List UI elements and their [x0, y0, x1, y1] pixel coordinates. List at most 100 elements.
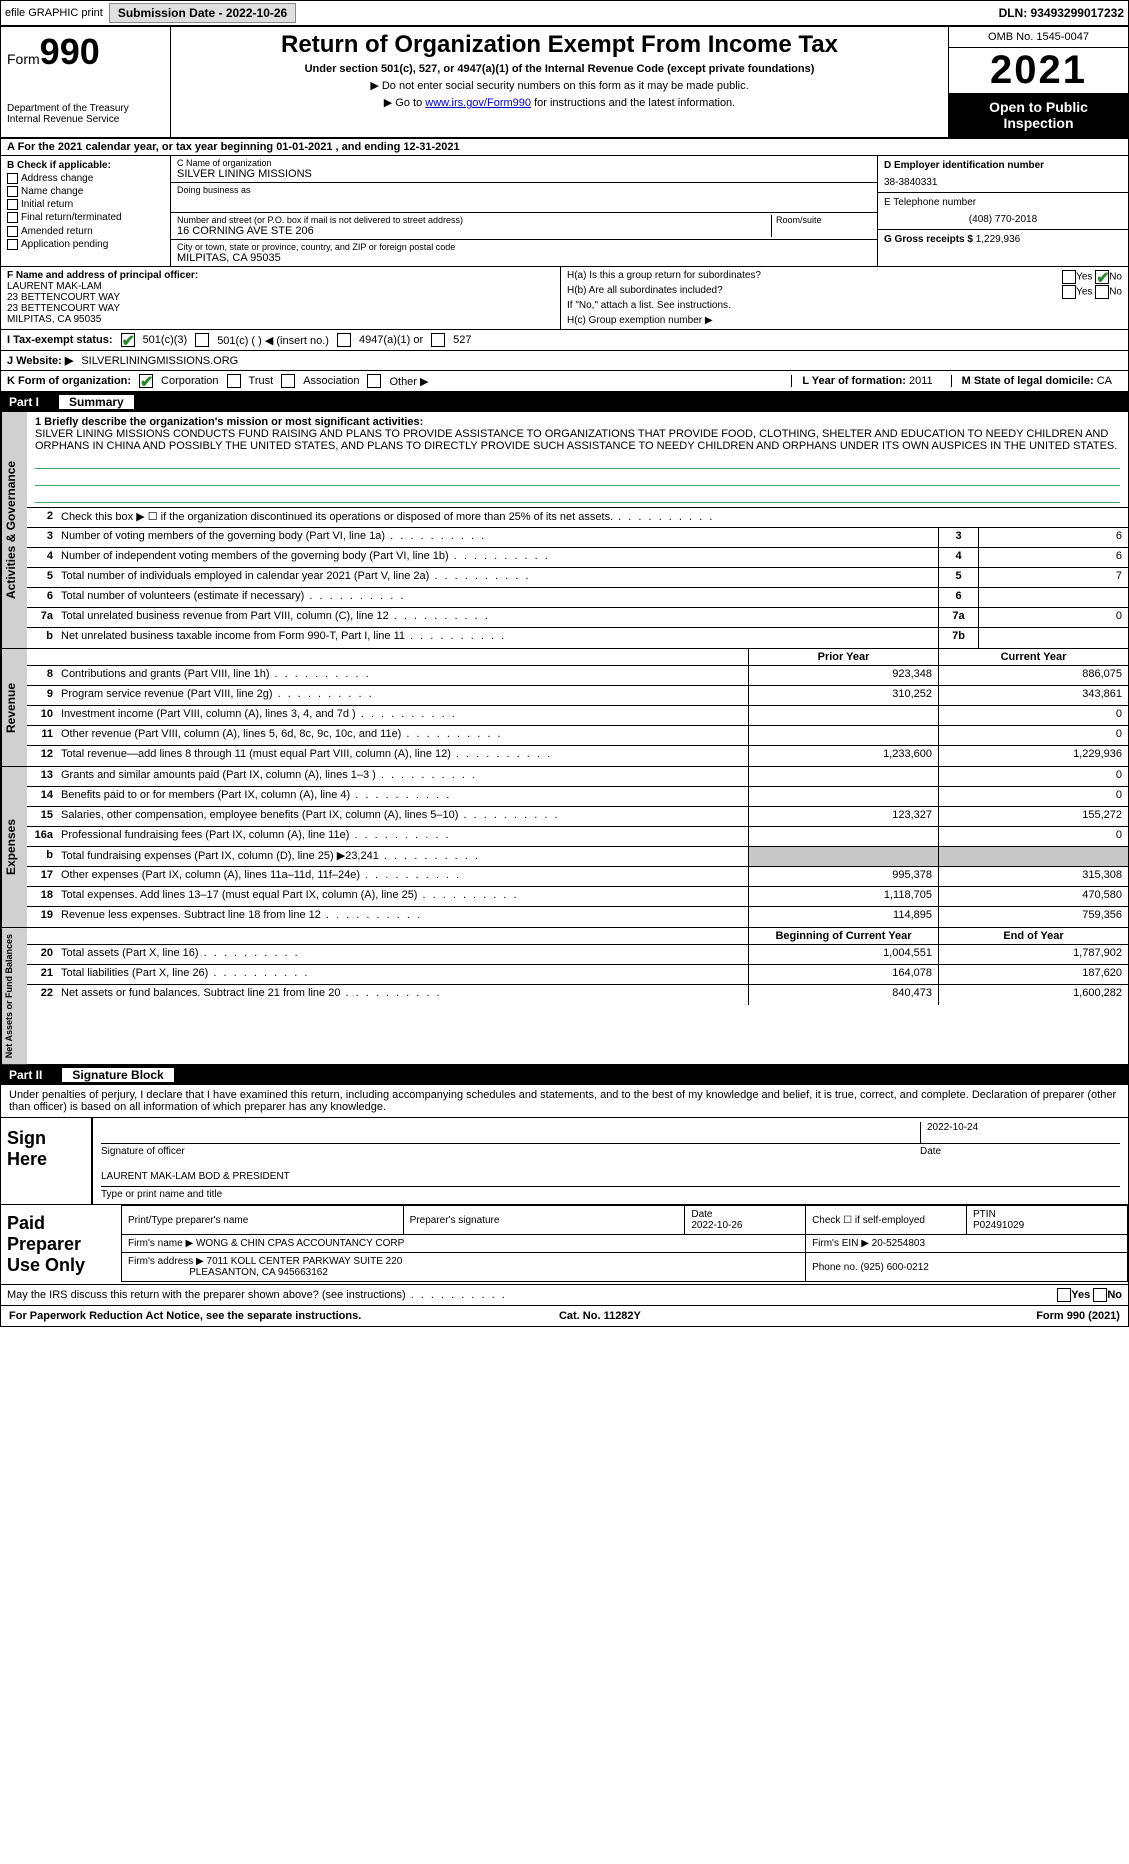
j-label: J Website: ▶: [7, 354, 73, 367]
row-value: 7: [978, 568, 1128, 587]
hb-yes[interactable]: [1062, 285, 1076, 299]
row-num: 8: [27, 666, 57, 685]
current-value: 759,356: [938, 907, 1128, 927]
discuss-no[interactable]: [1093, 1288, 1107, 1302]
footer-right: Form 990 (2021): [1036, 1310, 1120, 1322]
current-value: 886,075: [938, 666, 1128, 685]
ein-value: 38-3840331: [884, 177, 1122, 188]
chk-address-change[interactable]: Address change: [7, 173, 164, 184]
netassets-section: Net Assets or Fund Balances Beginning of…: [1, 928, 1128, 1065]
chk-527[interactable]: [431, 333, 445, 347]
row-text: Number of voting members of the governin…: [57, 528, 938, 547]
part1-header: Part I Summary: [1, 392, 1128, 412]
ha-yes[interactable]: [1062, 270, 1076, 284]
row-num: 20: [27, 945, 57, 964]
row-num: 21: [27, 965, 57, 984]
summary-row: 12 Total revenue—add lines 8 through 11 …: [27, 746, 1128, 766]
discuss-yes[interactable]: [1057, 1288, 1071, 1302]
current-value: 1,600,282: [938, 985, 1128, 1005]
row-num: 6: [27, 588, 57, 607]
row-text: Number of independent voting members of …: [57, 548, 938, 567]
row-num: b: [27, 847, 57, 866]
chk-amended[interactable]: Amended return: [7, 226, 164, 237]
opt-501c3: 501(c)(3): [143, 334, 188, 346]
chk-trust[interactable]: [227, 374, 241, 388]
row-num: 7a: [27, 608, 57, 627]
prep-self-emp: Check ☐ if self-employed: [806, 1206, 967, 1235]
chk-pending[interactable]: Application pending: [7, 239, 164, 250]
k-label: K Form of organization:: [7, 375, 131, 387]
prior-value: 123,327: [748, 807, 938, 826]
row-num: 18: [27, 887, 57, 906]
firm-ein: 20-5254803: [872, 1238, 925, 1249]
ha-no[interactable]: [1095, 270, 1109, 284]
row-text: Total fundraising expenses (Part IX, col…: [57, 847, 748, 866]
summary-row: 20 Total assets (Part X, line 16)1,004,5…: [27, 945, 1128, 965]
current-value: [938, 847, 1128, 866]
summary-row: 13 Grants and similar amounts paid (Part…: [27, 767, 1128, 787]
opt-final: Final return/terminated: [21, 213, 122, 224]
open-public-badge: Open to Public Inspection: [949, 93, 1128, 137]
chk-4947[interactable]: [337, 333, 351, 347]
chk-501c3[interactable]: [121, 333, 135, 347]
summary-row: 3 Number of voting members of the govern…: [27, 528, 1128, 548]
row-num: 15: [27, 807, 57, 826]
chk-initial[interactable]: Initial return: [7, 199, 164, 210]
part2-header: Part II Signature Block: [1, 1065, 1128, 1085]
row-box: 7a: [938, 608, 978, 627]
row-text: Net unrelated business taxable income fr…: [57, 628, 938, 648]
note-ssn: ▶ Do not enter social security numbers o…: [179, 79, 940, 92]
row-value: 0: [978, 608, 1128, 627]
ha-label: H(a) Is this a group return for subordin…: [567, 270, 761, 281]
efile-label: efile GRAPHIC print: [5, 7, 103, 19]
side-gov: Activities & Governance: [1, 412, 27, 648]
chk-final[interactable]: Final return/terminated: [7, 212, 164, 223]
summary-row: 22 Net assets or fund balances. Subtract…: [27, 985, 1128, 1005]
row-i: I Tax-exempt status: 501(c)(3) 501(c) ( …: [1, 330, 1128, 351]
sig-date: 2022-10-24: [920, 1122, 1120, 1143]
m-value: CA: [1097, 375, 1112, 387]
chk-other[interactable]: [367, 374, 381, 388]
prior-value: [748, 767, 938, 786]
prior-value: 164,078: [748, 965, 938, 984]
row-value: [978, 588, 1128, 607]
hb-no[interactable]: [1095, 285, 1109, 299]
row-box: 5: [938, 568, 978, 587]
prior-value: 114,895: [748, 907, 938, 927]
chk-name-change[interactable]: Name change: [7, 186, 164, 197]
row-num: 2: [27, 508, 57, 527]
paid-preparer-section: Paid Preparer Use Only Print/Type prepar…: [1, 1205, 1128, 1285]
row-num: 17: [27, 867, 57, 886]
current-value: 0: [938, 787, 1128, 806]
form-word: Form: [7, 51, 40, 67]
irs-link[interactable]: www.irs.gov/Form990: [425, 97, 531, 109]
discuss-text: May the IRS discuss this return with the…: [7, 1289, 507, 1301]
mission-label: 1 Briefly describe the organization's mi…: [35, 416, 423, 428]
penalty-text: Under penalties of perjury, I declare th…: [1, 1085, 1128, 1118]
box-f: F Name and address of principal officer:…: [1, 267, 561, 329]
chk-assoc[interactable]: [281, 374, 295, 388]
row-text: Revenue less expenses. Subtract line 18 …: [57, 907, 748, 927]
ptin-label: PTIN: [973, 1209, 996, 1220]
row-text: Total assets (Part X, line 16): [57, 945, 748, 964]
chk-501c[interactable]: [195, 333, 209, 347]
row-text: Contributions and grants (Part VIII, lin…: [57, 666, 748, 685]
rev-col-headers: Prior Year Current Year: [27, 649, 1128, 666]
row-num: 19: [27, 907, 57, 927]
chk-corp[interactable]: [139, 374, 153, 388]
submission-date-button[interactable]: Submission Date - 2022-10-26: [109, 3, 296, 23]
row-text: Professional fundraising fees (Part IX, …: [57, 827, 748, 846]
hc-label: H(c) Group exemption number ▶: [567, 315, 1122, 326]
form-title: Return of Organization Exempt From Incom…: [179, 31, 940, 59]
opt-initial: Initial return: [21, 199, 73, 210]
row-text: Total revenue—add lines 8 through 11 (mu…: [57, 746, 748, 766]
row-num: 5: [27, 568, 57, 587]
f-label: F Name and address of principal officer:: [7, 270, 198, 281]
row-num: 11: [27, 726, 57, 745]
summary-row: 7a Total unrelated business revenue from…: [27, 608, 1128, 628]
na-col-headers: Beginning of Current Year End of Year: [27, 928, 1128, 945]
row-num: 13: [27, 767, 57, 786]
row-text: Benefits paid to or for members (Part IX…: [57, 787, 748, 806]
opt-corp: Corporation: [161, 375, 218, 387]
governance-section: Activities & Governance 1 Briefly descri…: [1, 412, 1128, 649]
